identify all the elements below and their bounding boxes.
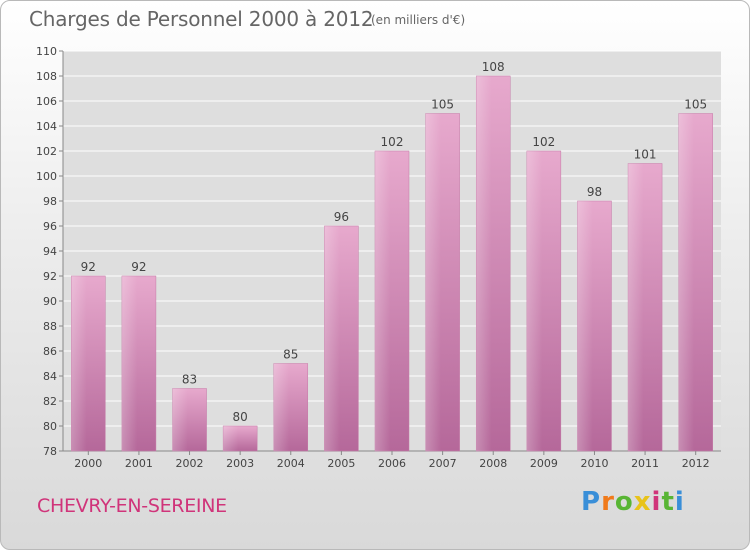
y-tick-label: 94 xyxy=(43,245,57,258)
bar-highlight xyxy=(577,201,593,451)
y-tick-label: 80 xyxy=(43,420,57,433)
data-label: 105 xyxy=(684,98,707,112)
y-tick-label: 96 xyxy=(43,220,57,233)
commune-name: CHEVRY-EN-SEREINE xyxy=(37,495,227,517)
bar-highlight xyxy=(526,151,543,451)
proxiti-logo[interactable]: Proxiti xyxy=(581,487,685,517)
bar-highlight xyxy=(273,363,290,451)
bar-highlight xyxy=(172,388,188,451)
x-tick-label: 2005 xyxy=(327,457,355,470)
bar-highlight xyxy=(476,76,492,451)
x-tick-label: 2007 xyxy=(429,457,457,470)
x-tick-label: 2006 xyxy=(378,457,406,470)
x-tick-label: 2002 xyxy=(176,457,204,470)
data-label: 85 xyxy=(283,348,298,362)
data-label: 92 xyxy=(131,260,146,274)
data-label: 83 xyxy=(182,373,197,387)
data-label: 98 xyxy=(587,185,602,199)
x-tick-label: 2003 xyxy=(226,457,254,470)
x-tick-label: 2000 xyxy=(74,457,102,470)
y-tick-label: 86 xyxy=(43,345,57,358)
x-tick-label: 2011 xyxy=(631,457,659,470)
y-tick-label: 100 xyxy=(36,170,57,183)
y-tick-label: 92 xyxy=(43,270,57,283)
data-label: 96 xyxy=(334,210,349,224)
logo-letter: i xyxy=(651,487,662,517)
x-tick-label: 2001 xyxy=(125,457,153,470)
bar-highlight xyxy=(71,276,87,451)
logo-letter: r xyxy=(601,487,615,517)
y-tick-label: 110 xyxy=(36,45,57,58)
plot-area: 78 80 82 84 86 88 90 92 94 96 98 100 102 104 106 108 110… xyxy=(36,45,721,470)
x-tick-label: 2009 xyxy=(530,457,558,470)
data-label: 102 xyxy=(532,135,555,149)
logo-letter: i xyxy=(674,487,685,517)
logo-letter: o xyxy=(614,487,634,517)
chart-title: Charges de Personnel 2000 à 2012 xyxy=(29,7,374,31)
y-tick-label: 84 xyxy=(43,370,57,383)
logo-letter: P xyxy=(581,487,602,517)
bar-highlight xyxy=(628,163,644,451)
y-tick-label: 108 xyxy=(36,70,57,83)
x-tick-label: 2004 xyxy=(277,457,305,470)
data-label: 80 xyxy=(233,410,248,424)
data-label: 105 xyxy=(431,98,454,112)
y-tick-label: 88 xyxy=(43,320,57,333)
x-tick-label: 2012 xyxy=(682,457,710,470)
y-tick-label: 82 xyxy=(43,395,57,408)
bar-highlight xyxy=(121,276,138,451)
bar-highlight xyxy=(375,151,391,451)
y-tick-label: 104 xyxy=(36,120,57,133)
y-tick-label: 102 xyxy=(36,145,57,158)
chart-subtitle: (en milliers d'€) xyxy=(371,13,466,27)
logo-letter: x xyxy=(633,487,652,517)
x-tick-label: 2010 xyxy=(580,457,608,470)
bar-highlight xyxy=(324,226,340,451)
bar-highlight xyxy=(425,113,441,451)
bar-highlight xyxy=(678,113,694,451)
x-tick-label: 2008 xyxy=(479,457,507,470)
y-tick-label: 98 xyxy=(43,195,57,208)
data-label: 108 xyxy=(482,60,505,74)
data-label: 92 xyxy=(81,260,96,274)
y-tick-label: 78 xyxy=(43,445,57,458)
data-label: 101 xyxy=(634,148,657,162)
y-tick-label: 106 xyxy=(36,95,57,108)
y-tick-label: 90 xyxy=(43,295,57,308)
data-label: 102 xyxy=(381,135,404,149)
logo-letter: t xyxy=(661,487,675,517)
bar-highlight xyxy=(223,426,239,451)
